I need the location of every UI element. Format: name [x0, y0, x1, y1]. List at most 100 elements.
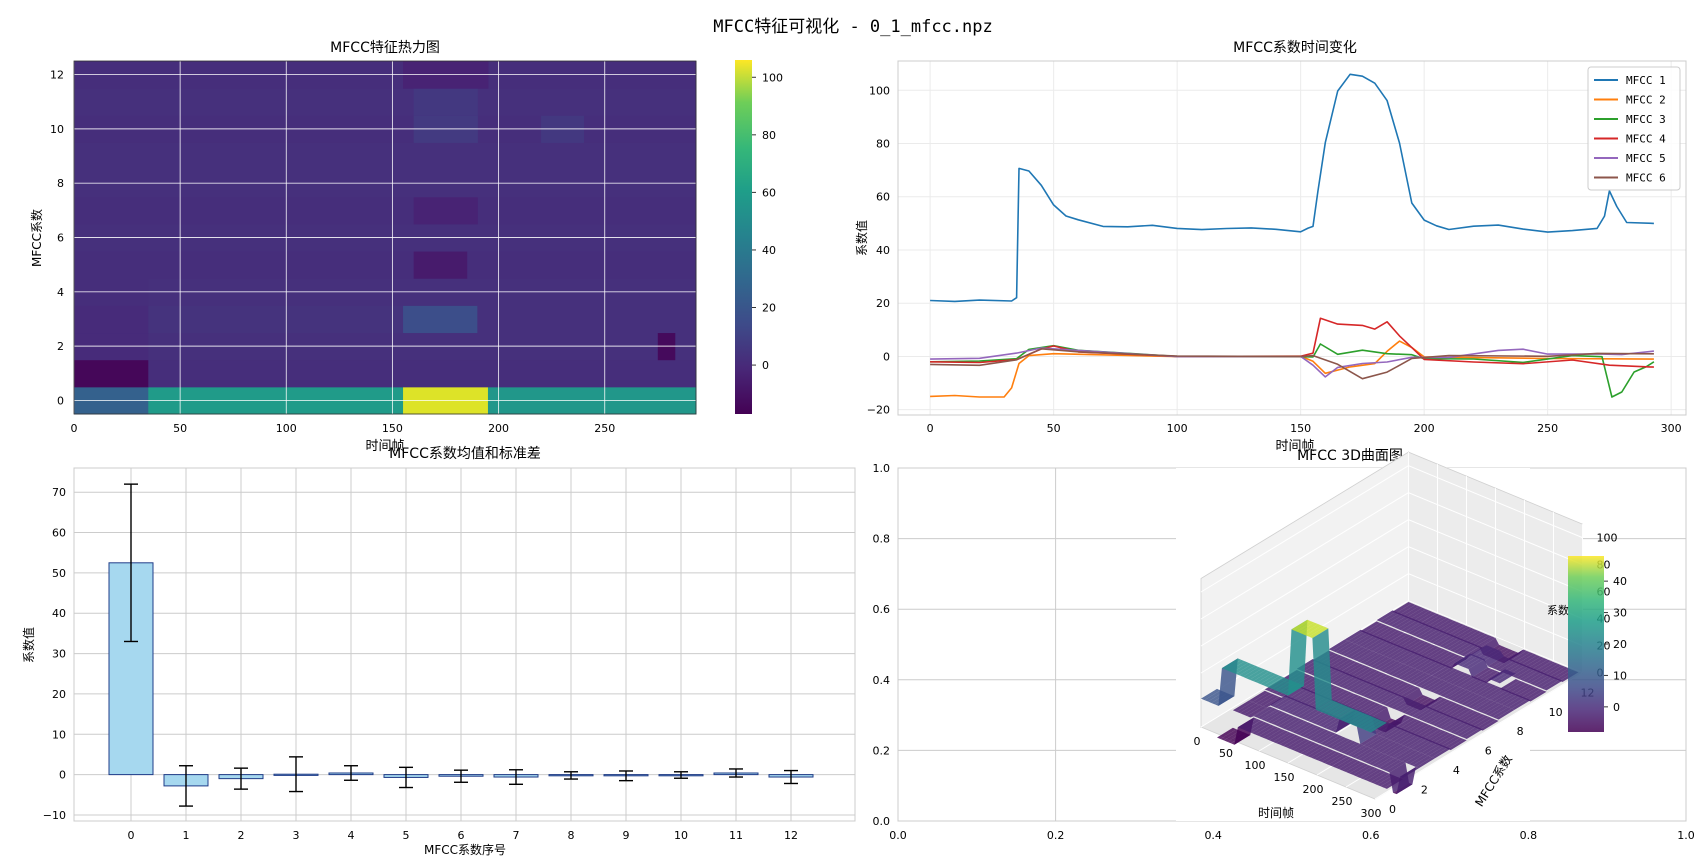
surface-patch-3-32 [1360, 734, 1380, 746]
bar-x-tick-11: 11 [729, 829, 743, 842]
surface-patch-8-19 [1394, 666, 1415, 678]
surface-patch-1-43 [1366, 770, 1386, 782]
heatmap-x-label: 时间帧 [365, 439, 404, 454]
surface-patch-3-17 [1308, 711, 1328, 723]
surface-patch-6-22 [1373, 690, 1393, 702]
surface-patch-8-38 [1460, 694, 1481, 706]
surface-patch-10-8 [1388, 633, 1408, 645]
line-series-3 [930, 343, 1655, 398]
surface-colorbar-ticks: 0 10 20 30 40 [1604, 575, 1627, 714]
surface-patch-9-45 [1501, 694, 1521, 706]
heatmap-cell-mfcc-11-1 [413, 88, 478, 116]
surface-patch-6-25 [1383, 695, 1404, 707]
bar-x-tick-10: 10 [674, 829, 688, 842]
surface-patch-9-28 [1442, 670, 1462, 682]
surface-patch-8-6 [1349, 648, 1369, 660]
surface-patch-1-40 [1356, 766, 1376, 778]
surface-patch-8-3 [1339, 643, 1359, 655]
surface-patch-0-15 [1253, 671, 1273, 683]
surface-patch-9-10 [1379, 644, 1399, 656]
surface-patch-10-30 [1465, 657, 1485, 669]
surface-patch-12-20 [1462, 630, 1482, 642]
surface-patch-2-24 [1316, 732, 1336, 744]
surface-patch-2-31 [1340, 742, 1361, 754]
surface-patch-0-6 [1221, 658, 1242, 670]
surface-patch-3-10 [1283, 701, 1304, 713]
surface-patch-12-14 [1441, 622, 1461, 634]
surface-patch-6-38 [1429, 713, 1449, 725]
bar-x-tick-1: 1 [183, 829, 190, 842]
surface-patch-11-25 [1463, 646, 1483, 658]
surface-patch-1-37 [1345, 762, 1366, 774]
heatmap-y-tick-6: 6 [57, 232, 64, 245]
line-legend-box [1587, 66, 1681, 191]
surface-bg-y-tick-0.4: 0.4 [873, 674, 891, 687]
surface-patch-3-0 [1248, 690, 1269, 702]
surface-patch-11-24 [1460, 644, 1480, 657]
surface-patch-8-12 [1370, 656, 1390, 668]
surface-patch-9-1 [1348, 631, 1368, 643]
surface-patch-5-44 [1433, 733, 1454, 745]
surface-patch-8-34 [1447, 688, 1467, 700]
surface-patch-1-44 [1370, 772, 1390, 784]
surface-patch-11-28 [1474, 646, 1494, 658]
surface-grid-z-40 [1200, 546, 1583, 674]
surface-chart: 0.0 0.2 0.4 0.6 0.8 1.0 0.0 0.2 0.4 0.6 0.8 1.0 MFC… [873, 448, 1695, 842]
surface-patch-11-7 [1400, 620, 1421, 632]
surface-patch-2-22 [1309, 729, 1329, 741]
surface-patch-7-6 [1333, 659, 1353, 671]
surface-patch-7-24 [1396, 685, 1416, 697]
surface-patch-9-6 [1365, 638, 1385, 650]
surface-patch-8-14 [1377, 659, 1397, 671]
surface-patch-1-41 [1359, 767, 1380, 780]
surface-grid-z-100 [1200, 465, 1583, 593]
line-y-tick-60: 60 [876, 191, 890, 204]
surface-patch-8-37 [1457, 692, 1477, 704]
line-y-tick-40: 40 [876, 244, 890, 257]
surface-patch-7-15 [1364, 672, 1385, 684]
surface-patch-1-21 [1290, 739, 1310, 751]
bar-x-tick-5: 5 [403, 829, 410, 842]
surface-patch-12-46 [1552, 668, 1572, 680]
surface-patch-9-47 [1508, 697, 1528, 709]
surface-patch-10-22 [1437, 653, 1457, 665]
line-x-ticks: 0 50 100 150 200 250 300 [927, 422, 1682, 435]
surface-x-tick-150: 150 [1274, 771, 1295, 784]
surface-patch-1-36 [1342, 760, 1362, 772]
surface-patch-7-33 [1427, 698, 1447, 710]
surface-patch-11-2 [1383, 613, 1403, 625]
surface-patch-7-17 [1371, 675, 1392, 687]
heatmap-cell-mfcc-3-1 [148, 305, 404, 334]
surface-patch-2-14 [1281, 718, 1302, 730]
surface-patch-12-7 [1416, 612, 1437, 624]
surface-patch-3-2 [1255, 693, 1276, 705]
surface-patch-12-13 [1437, 620, 1458, 632]
surface-patch-5-34 [1399, 719, 1419, 731]
surface-patch-10-20 [1430, 650, 1450, 662]
bar-grid [74, 468, 855, 821]
surface-patch-9-15 [1396, 651, 1417, 663]
surface-patch-11-23 [1456, 643, 1476, 655]
surface-grid-z-60 [1200, 519, 1583, 647]
surface-patch-8-5 [1346, 646, 1366, 658]
surface-patch-2-47 [1396, 767, 1416, 795]
surface-patch-7-14 [1361, 670, 1381, 682]
bar-y-tick-−10: −10 [43, 809, 66, 822]
surface-patch-12-45 [1549, 666, 1569, 678]
surface-patch-12-18 [1455, 627, 1475, 640]
surface-patch-10-29 [1461, 656, 1481, 668]
surface-patch-5-47 [1444, 737, 1464, 749]
surface-patch-9-46 [1504, 696, 1525, 708]
surface-patch-0-32 [1312, 628, 1332, 710]
surface-patch-0-30 [1305, 625, 1325, 637]
surface-patch-8-13 [1373, 658, 1394, 670]
surface-patch-9-27 [1438, 668, 1458, 680]
surface-patch-11-47 [1540, 678, 1560, 690]
surface-patch-10-3 [1371, 625, 1391, 637]
surface-patch-7-34 [1431, 699, 1451, 711]
surface-patch-10-37 [1489, 669, 1509, 681]
surface-patch-2-42 [1379, 758, 1399, 770]
surface-patch-7-37 [1441, 703, 1461, 715]
surface-patch-10-34 [1478, 670, 1499, 682]
surface-patch-11-42 [1522, 670, 1543, 682]
